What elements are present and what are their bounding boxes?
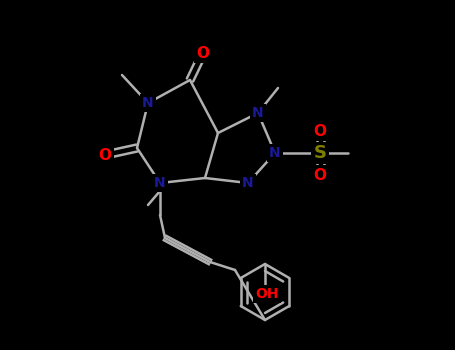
Text: O: O bbox=[197, 46, 209, 61]
Text: N: N bbox=[242, 176, 254, 190]
Text: S: S bbox=[313, 144, 327, 162]
Text: O: O bbox=[313, 124, 327, 139]
Text: N: N bbox=[142, 96, 154, 110]
Text: O: O bbox=[98, 147, 111, 162]
Text: N: N bbox=[154, 176, 166, 190]
Text: N: N bbox=[269, 146, 281, 160]
Text: O: O bbox=[313, 168, 327, 182]
Text: OH: OH bbox=[255, 287, 279, 301]
Text: N: N bbox=[252, 106, 264, 120]
